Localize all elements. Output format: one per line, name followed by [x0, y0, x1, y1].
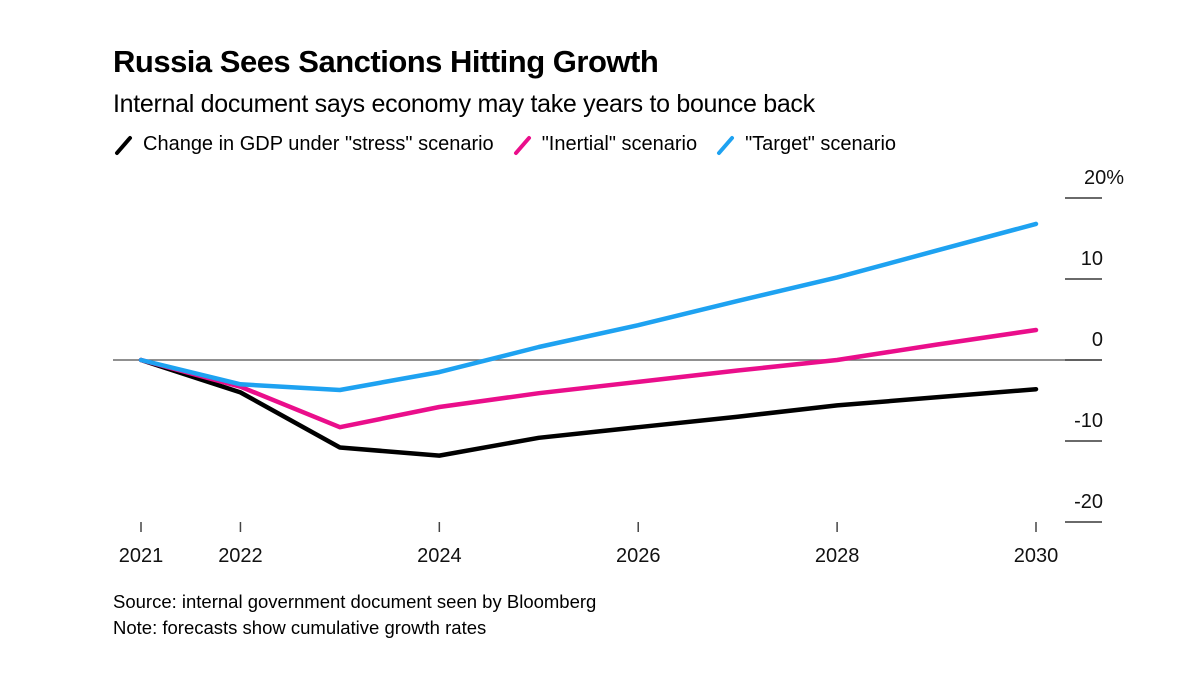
- chart-footer: Source: internal government document see…: [113, 589, 596, 641]
- legend-swatch-target-icon: [715, 134, 737, 156]
- legend: Change in GDP under "stress" scenario "I…: [113, 133, 914, 156]
- y-tick-label: 0: [1092, 329, 1103, 351]
- series-line-stress: [138, 357, 1039, 458]
- legend-label-target: "Target" scenario: [745, 133, 897, 155]
- legend-item-stress: Change in GDP under "stress" scenario: [113, 133, 494, 156]
- x-tick-label: 2022: [218, 545, 263, 567]
- legend-item-target: "Target" scenario: [715, 133, 896, 156]
- legend-swatch-inertial-icon: [512, 134, 534, 156]
- y-tick-label: 20%: [1084, 167, 1124, 189]
- chart-title: Russia Sees Sanctions Hitting Growth: [113, 44, 659, 79]
- y-tick-label: -20: [1074, 491, 1103, 513]
- legend-label-inertial: "Inertial" scenario: [541, 133, 698, 155]
- source-note: Source: internal government document see…: [113, 591, 597, 612]
- x-tick-label: 2021: [119, 545, 164, 567]
- x-tick-label: 2030: [1014, 545, 1059, 567]
- x-tick-label: 2026: [616, 545, 661, 567]
- chart-subtitle: Internal document says economy may take …: [113, 90, 815, 118]
- y-tick-label: -10: [1074, 410, 1103, 432]
- series-line-target: [138, 221, 1039, 393]
- legend-label-stress: Change in GDP under "stress" scenario: [143, 133, 494, 155]
- legend-item-inertial: "Inertial" scenario: [512, 133, 697, 156]
- legend-swatch-stress-icon: [113, 134, 135, 156]
- series-line-inertial: [138, 327, 1039, 430]
- y-tick-label: 10: [1081, 248, 1103, 270]
- x-tick-label: 2024: [417, 545, 462, 567]
- x-tick-label: 2028: [815, 545, 860, 567]
- forecast-note: Note: forecasts show cumulative growth r…: [113, 617, 487, 638]
